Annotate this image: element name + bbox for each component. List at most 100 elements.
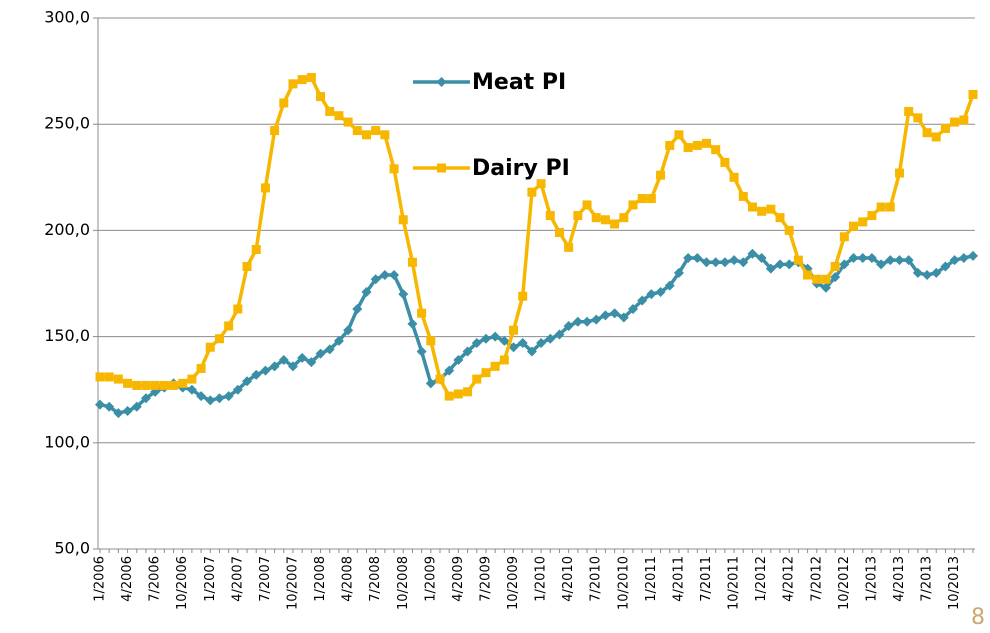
data-point [270,126,280,136]
data-point [453,354,464,365]
data-point [196,363,206,373]
data-point [343,117,353,127]
data-point [618,312,629,323]
legend-marker [437,163,446,173]
data-point [903,255,914,266]
data-point [113,374,123,384]
data-point [379,270,390,281]
data-point [233,304,243,314]
data-point [701,257,712,268]
data-point [765,263,776,274]
data-point [867,211,877,221]
data-point [214,393,225,404]
data-point [839,232,849,242]
data-point [904,106,914,116]
data-point [352,126,362,136]
data-point [232,384,243,395]
x-tick-label: 4/2008 [341,556,356,602]
data-point [416,346,427,357]
legend-label: Dairy PI [472,156,570,181]
data-point [710,257,721,268]
data-point [223,391,234,402]
data-point [572,316,583,327]
data-point [582,316,593,327]
data-point [242,376,253,387]
x-tick-label: 1/2010 [534,556,549,602]
data-point [912,267,923,278]
data-point [490,361,500,371]
data-point [711,145,721,155]
data-point [848,253,859,264]
data-point [389,164,399,174]
data-point [251,369,262,380]
x-tick-label: 7/2007 [258,556,273,602]
y-tick-label: 300,0 [44,8,90,27]
data-point [214,334,224,344]
data-point [664,280,675,291]
data-point [224,321,234,331]
data-point [600,215,610,225]
data-point [95,372,105,382]
x-tick-label: 10/2008 [396,556,411,610]
data-point [251,245,261,255]
data-point [958,253,969,264]
data-point [692,140,702,150]
data-point [334,111,344,121]
data-point [876,259,887,270]
data-point [536,337,547,348]
data-point [857,253,868,264]
data-point [646,289,657,300]
data-point [885,202,895,212]
data-point [719,257,730,268]
legend-label: Meat PI [472,70,566,95]
data-point [673,267,684,278]
data-point [738,257,749,268]
data-point [637,194,647,204]
data-point [425,378,436,389]
data-point [545,333,556,344]
data-point [131,401,142,412]
data-point [729,255,740,266]
x-tick-label: 4/2010 [561,556,576,602]
y-tick-label: 100,0 [44,432,90,451]
data-point [968,250,978,261]
data-point [288,79,298,89]
data-point [315,348,326,359]
data-point [398,289,409,300]
data-point [655,286,666,297]
data-point [627,303,638,314]
x-tick-label: 10/2010 [616,556,631,610]
data-point [959,115,969,125]
x-tick-label: 1/2006 [93,556,108,602]
data-point [582,200,592,210]
data-point [756,253,767,264]
data-point [628,200,638,210]
data-point [352,303,363,314]
data-point [674,130,684,140]
data-point [260,365,271,376]
data-point [591,213,601,223]
data-point [389,270,400,281]
data-point [784,259,795,270]
data-point [196,391,207,402]
data-point [104,372,114,382]
data-point [178,378,188,388]
data-point [775,259,786,270]
data-point [480,333,491,344]
data-point [545,211,555,221]
data-point [453,389,463,399]
data-point [324,344,335,355]
data-point [554,329,565,340]
x-tick-label: 1/2012 [754,556,769,602]
data-point [444,391,454,401]
x-tick-label: 4/2007 [230,556,245,602]
data-point [968,89,978,99]
x-tick-label: 10/2011 [727,556,742,610]
x-tick-label: 7/2009 [478,556,493,602]
data-point [481,368,491,378]
data-point [407,318,418,329]
data-point [417,308,427,318]
data-point [720,157,730,167]
data-point [398,215,408,225]
